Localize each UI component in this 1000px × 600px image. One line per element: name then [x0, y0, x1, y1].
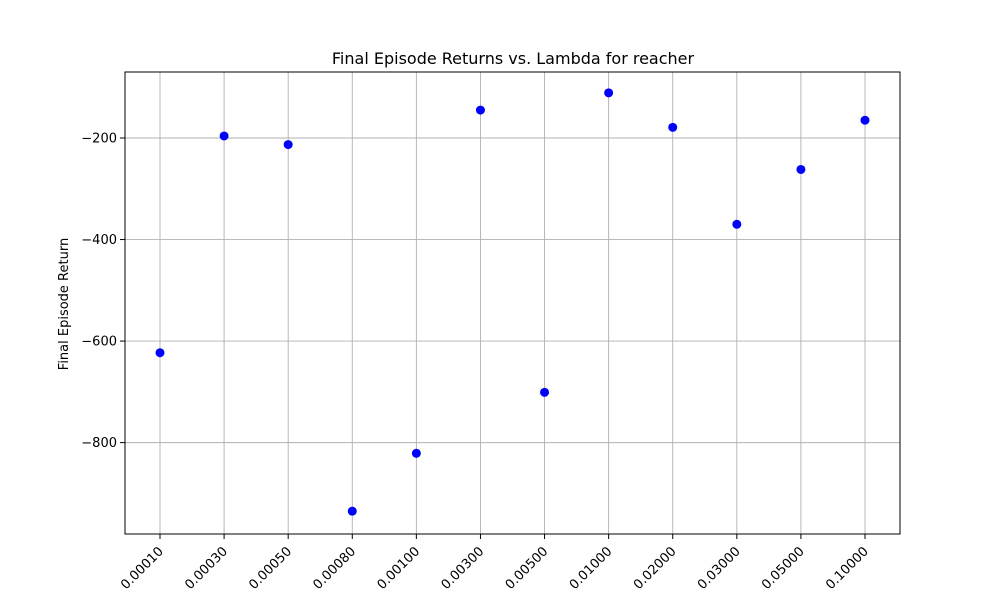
data-point	[604, 88, 614, 98]
x-tick-label: 0.00080	[310, 544, 359, 593]
x-tick-label: 0.00100	[375, 544, 424, 593]
grid-lines	[125, 72, 900, 534]
data-point	[540, 387, 550, 397]
data-point	[860, 115, 870, 125]
data-point	[347, 506, 357, 516]
x-tick-label: 0.01000	[567, 544, 616, 593]
data-point	[283, 140, 293, 150]
plot-area-frame	[124, 71, 901, 535]
x-tick-label: 0.03000	[695, 544, 744, 593]
y-tick-label: −800	[81, 436, 117, 451]
x-axis-ticks: 0.00010 0.00030 0.00050 0.00080 0.00100 0.003…	[118, 534, 872, 593]
data-point	[796, 164, 806, 174]
chart-title: Final Episode Returns vs. Lambda for rea…	[332, 49, 695, 68]
y-tick-label: −600	[81, 335, 117, 350]
data-point	[732, 219, 742, 229]
y-tick-label: −200	[81, 132, 117, 147]
data-point	[475, 105, 485, 115]
x-tick-label: 0.00500	[503, 544, 552, 593]
data-point	[668, 122, 678, 132]
x-tick-label: 0.00010	[118, 544, 167, 593]
x-tick-label: 0.02000	[631, 544, 680, 593]
data-point	[219, 131, 229, 141]
y-axis-label: Final Episode Return	[57, 238, 72, 370]
x-tick-label: 0.05000	[759, 544, 808, 593]
x-tick-label: 0.10000	[823, 544, 872, 593]
x-tick-label: 0.00030	[182, 544, 231, 593]
data-point	[155, 348, 165, 358]
x-tick-label: 0.00300	[439, 544, 488, 593]
x-tick-label: 0.00050	[246, 544, 295, 593]
y-axis-ticks: −800 −600 −400 −200	[81, 132, 125, 451]
data-point	[411, 448, 421, 458]
y-tick-label: −400	[81, 233, 117, 248]
data-points	[155, 88, 870, 516]
